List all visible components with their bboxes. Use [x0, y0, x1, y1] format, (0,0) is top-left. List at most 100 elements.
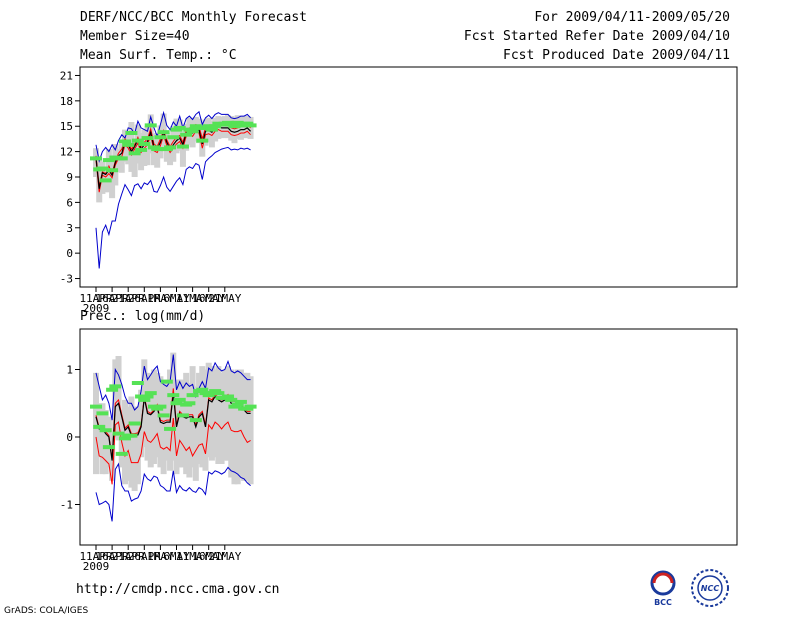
prec-median-marker: [125, 433, 138, 438]
prec-median-marker: [131, 381, 144, 385]
prec-x-tick-label: 26APR: [128, 550, 161, 563]
prec-median-marker: [209, 389, 222, 394]
bcc-logo: BCC: [650, 570, 676, 607]
prec-x-tick-label: 11APR: [79, 550, 112, 563]
prec-median-marker: [160, 379, 173, 384]
prec-median-marker: [144, 391, 157, 396]
prec-x-tick-label: 11MAY: [176, 550, 209, 563]
temp-ensemble-box: [125, 134, 132, 165]
prec-median-marker: [151, 406, 164, 411]
prec-y-tick-label: 1: [66, 364, 73, 377]
temp-x-tick-label: 11APR: [79, 292, 112, 305]
ncc-logo: NCC: [691, 569, 729, 607]
prec-median-marker: [183, 401, 196, 406]
prec-ensemble-box: [112, 359, 119, 437]
prec-mean-line: [95, 393, 251, 461]
prec-median-marker: [176, 413, 189, 418]
prec-ensemble-box: [128, 396, 135, 488]
prec-median-marker: [212, 391, 225, 396]
temp-y-tick-label: 18: [60, 95, 73, 108]
prec-ensemble-box: [231, 372, 238, 485]
temp-median-marker: [115, 156, 128, 161]
temp-x-tick-label: 16MAY: [192, 292, 225, 305]
prec-median-marker: [199, 391, 212, 396]
prec-median-marker: [170, 401, 183, 406]
temp-y-tick-label: 15: [60, 120, 73, 133]
temp-median-marker: [135, 147, 148, 152]
prec-ensemble-box: [218, 372, 225, 464]
temp-ensemble-box: [115, 149, 122, 172]
temp-median-marker: [186, 129, 199, 134]
website-url[interactable]: http://cmdp.ncc.cma.gov.cn: [76, 582, 280, 597]
temp-min-line: [95, 146, 251, 269]
temp-median-marker: [102, 158, 115, 163]
prec-x-tick-label: 21MAY: [208, 550, 241, 563]
temp-ensemble-box: [231, 116, 238, 144]
temp-median-marker: [118, 139, 131, 144]
prec-x-tick-label: 16MAY: [192, 550, 225, 563]
temp-ensemble-box: [179, 134, 186, 167]
prec-ensemble-box: [225, 366, 232, 461]
prec-ensemble-box: [199, 366, 206, 468]
prec-median-marker: [90, 404, 102, 409]
temp-x-tick-label: 26APR: [128, 292, 161, 305]
temp-variable-label: Mean Surf. Temp.: °C: [80, 48, 237, 63]
prec-ensemble-box: [192, 386, 199, 481]
prec-ensemble-box: [176, 379, 183, 468]
temp-median-marker: [205, 127, 218, 132]
prec-median-marker: [109, 384, 122, 389]
prec-median-marker: [102, 445, 115, 450]
temp-y-tick-label: -3: [60, 273, 73, 286]
prec-ensemble-box: [144, 372, 151, 461]
prec-ensemble-box: [221, 369, 228, 461]
temp-median-marker: [141, 136, 154, 141]
prec-median-marker: [118, 436, 131, 441]
temp-median-marker: [231, 120, 244, 125]
prec-median-marker: [234, 399, 247, 404]
prec-median-marker: [164, 426, 177, 431]
prec-ensemble-box: [93, 372, 99, 475]
prec-ensemble-box: [96, 403, 103, 458]
temp-median-marker: [202, 124, 215, 129]
temp-median-marker: [131, 138, 144, 143]
temp-median-marker: [151, 147, 164, 152]
temp-median-marker: [99, 178, 112, 183]
prec-x-tick-label: 1MAY: [147, 550, 174, 563]
temp-ensemble-box: [96, 157, 103, 203]
prec-y-tick-label: 0: [66, 431, 73, 444]
prec-median-marker: [228, 404, 241, 409]
temp-median-marker: [122, 142, 135, 147]
prec-x-year-label: 2009: [83, 560, 110, 573]
temp-median-marker: [90, 156, 102, 161]
temp-max-line: [95, 110, 251, 163]
prec-median-marker: [231, 402, 244, 407]
fcst-produced-date: Fcst Produced Date 2009/04/11: [503, 48, 730, 63]
temp-x-year-label: 2009: [83, 302, 110, 315]
prec-median-marker: [93, 424, 106, 429]
temp-y-tick-label: 3: [66, 222, 73, 235]
temp-y-tick-label: 21: [60, 69, 73, 82]
prec-median-marker: [241, 406, 254, 411]
temp-x-tick-label: 21APR: [112, 292, 145, 305]
prec-ensemble-box: [115, 356, 122, 441]
temp-y-tick-label: 12: [60, 146, 73, 159]
prec-ensemble-box: [241, 372, 248, 481]
prec-min-line: [95, 462, 251, 522]
fcst-started-date: Fcst Started Refer Date 2009/04/10: [463, 29, 730, 44]
temp-ensemble-box: [208, 121, 215, 148]
prec-x-tick-label: 16APR: [96, 550, 129, 563]
prec-median-marker: [157, 413, 170, 418]
prec-median-marker: [222, 394, 235, 399]
member-size: Member Size=40: [80, 29, 190, 44]
prec-median-marker: [112, 431, 125, 436]
prec-x-tick-label: 6MAY: [163, 550, 190, 563]
temp-median-marker: [96, 166, 109, 171]
temp-median-marker: [138, 142, 151, 146]
prec-ensemble-box: [170, 352, 177, 461]
prec-median-marker: [225, 397, 238, 402]
prec-y-tick-label: -1: [60, 499, 73, 512]
prec-ensemble-box: [147, 376, 154, 468]
temp-median-marker: [193, 125, 206, 130]
prec-ensemble-box: [215, 366, 222, 464]
